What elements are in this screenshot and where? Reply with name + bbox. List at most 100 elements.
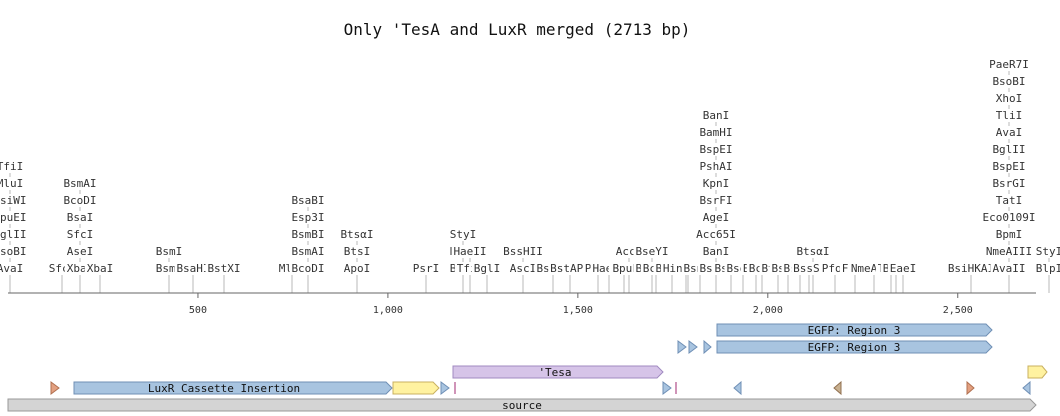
map-title: Only 'TesA and LuxR merged (2713 bp) bbox=[344, 20, 691, 39]
enzyme-label[interactable]: HaeII bbox=[453, 245, 486, 258]
enzyme-label[interactable]: BcoDI bbox=[291, 262, 324, 275]
enzyme-label-bg bbox=[341, 262, 373, 275]
enzyme-label[interactable]: Esp3I bbox=[291, 211, 324, 224]
enzyme-label[interactable]: BsiHKAI bbox=[948, 262, 994, 275]
small-arrow-icon bbox=[677, 340, 687, 354]
enzyme-label[interactable]: PsrI bbox=[413, 262, 440, 275]
enzyme-label-bg bbox=[993, 92, 1025, 105]
feature-egfp-region-3-a-arrow[interactable] bbox=[716, 323, 993, 337]
enzyme-label[interactable]: BspEI bbox=[699, 143, 732, 156]
enzyme-label-bg bbox=[700, 109, 732, 122]
enzyme-label-bg bbox=[0, 211, 29, 224]
axis-tick-label: 1,000 bbox=[373, 305, 403, 316]
small-arrow-icon bbox=[1022, 380, 1031, 396]
enzyme-label[interactable]: BtsαI bbox=[340, 228, 373, 241]
enzyme-label[interactable]: BstAPI bbox=[550, 262, 590, 275]
enzyme-label[interactable]: BsmAI bbox=[63, 177, 96, 190]
enzyme-label-bg bbox=[289, 194, 327, 207]
enzyme-label[interactable]: AgeI bbox=[703, 211, 730, 224]
enzyme-label[interactable]: AvaII bbox=[992, 262, 1025, 275]
enzyme-label[interactable]: BsrGI bbox=[992, 177, 1025, 190]
enzyme-label[interactable]: BsaBI bbox=[291, 194, 324, 207]
enzyme-label-bg bbox=[447, 228, 479, 241]
enzyme-label[interactable]: StyI bbox=[1036, 245, 1060, 258]
enzyme-label-bg bbox=[990, 160, 1028, 173]
enzyme-label[interactable]: StyI bbox=[450, 228, 477, 241]
enzyme-label-bg bbox=[990, 262, 1028, 275]
enzyme-label[interactable]: MluI bbox=[0, 177, 23, 190]
enzyme-label-bg bbox=[0, 228, 29, 241]
enzyme-label-bg bbox=[289, 262, 327, 275]
enzyme-label[interactable]: TliI bbox=[996, 109, 1023, 122]
feature-luxr-cassette-arrow[interactable] bbox=[73, 381, 393, 395]
enzyme-label-bg bbox=[289, 211, 327, 224]
enzyme-label-bg bbox=[887, 262, 919, 275]
enzyme-label[interactable]: BglII bbox=[992, 143, 1025, 156]
small-arrow-icon bbox=[662, 381, 672, 395]
enzyme-label[interactable]: BsmAI bbox=[291, 245, 324, 258]
enzyme-label-bg bbox=[990, 75, 1028, 88]
enzyme-label-bg bbox=[0, 177, 26, 190]
enzyme-label[interactable]: PaeR7I bbox=[989, 58, 1029, 71]
enzyme-label[interactable]: AvaI bbox=[996, 126, 1023, 139]
enzyme-label-bg bbox=[548, 262, 592, 275]
enzyme-label[interactable]: BpmI bbox=[996, 228, 1023, 241]
enzyme-label[interactable]: BsoBI bbox=[0, 245, 27, 258]
enzyme-label-bg bbox=[794, 245, 832, 258]
enzyme-label-bg bbox=[205, 262, 243, 275]
enzyme-label[interactable]: Eco0109I bbox=[983, 211, 1036, 224]
enzyme-label[interactable]: BlpI bbox=[1036, 262, 1060, 275]
enzyme-label[interactable]: PshAI bbox=[699, 160, 732, 173]
enzyme-label[interactable]: AscI bbox=[510, 262, 537, 275]
feature-tesa[interactable]: 'Tesa bbox=[452, 365, 664, 379]
enzyme-label[interactable]: TatI bbox=[996, 194, 1023, 207]
enzyme-label[interactable]: BsoBI bbox=[992, 75, 1025, 88]
feature-egfp-region-3-b[interactable]: EGFP: Region 3 bbox=[716, 340, 993, 354]
enzyme-label[interactable]: ApoI bbox=[344, 262, 371, 275]
enzyme-label[interactable]: Acc65I bbox=[696, 228, 736, 241]
feature-source[interactable]: source bbox=[7, 398, 1037, 412]
feature-tesa-arrow[interactable] bbox=[452, 365, 664, 379]
small-arrow-icon bbox=[966, 380, 975, 396]
enzyme-label[interactable]: XhoI bbox=[996, 92, 1023, 105]
enzyme-label[interactable]: BspEI bbox=[992, 160, 1025, 173]
enzyme-label[interactable]: NmeAIII bbox=[986, 245, 1032, 258]
enzyme-label-bg bbox=[471, 262, 503, 275]
enzyme-label[interactable]: AvaI bbox=[0, 262, 23, 275]
feature-luxr-cassette[interactable]: LuxR Cassette Insertion bbox=[73, 381, 393, 395]
enzyme-label[interactable]: TfiI bbox=[0, 160, 23, 173]
enzyme-label[interactable]: BsaI bbox=[67, 211, 94, 224]
enzyme-label[interactable]: BamHI bbox=[699, 126, 732, 139]
enzyme-label[interactable]: KpnI bbox=[703, 177, 730, 190]
enzyme-label[interactable]: BsiWI bbox=[0, 194, 27, 207]
enzyme-label[interactable]: BglI bbox=[474, 262, 501, 275]
enzyme-label-bg bbox=[61, 194, 99, 207]
feature-egfp-region-3-b-arrow[interactable] bbox=[716, 340, 993, 354]
enzyme-label[interactable]: BanI bbox=[703, 109, 730, 122]
enzyme-label[interactable]: BsaHI bbox=[176, 262, 209, 275]
enzyme-label[interactable]: BsrFI bbox=[699, 194, 732, 207]
enzyme-label[interactable]: BglII bbox=[0, 228, 27, 241]
small-arrow-icon bbox=[733, 380, 742, 396]
small-arrow-icon bbox=[703, 339, 712, 355]
feature-egfp-region-3-a[interactable]: EGFP: Region 3 bbox=[716, 323, 993, 337]
feature-source-bar[interactable] bbox=[7, 398, 1037, 412]
enzyme-label[interactable]: BstXI bbox=[207, 262, 240, 275]
enzyme-label[interactable]: BpuEI bbox=[0, 211, 27, 224]
enzyme-label[interactable]: BanI bbox=[703, 245, 730, 258]
enzyme-label[interactable]: BseYI bbox=[635, 245, 668, 258]
feature-luxr-cassette-label: LuxR Cassette Insertion bbox=[148, 382, 300, 395]
enzyme-label[interactable]: AseI bbox=[67, 245, 94, 258]
enzyme-label[interactable]: BcoDI bbox=[63, 194, 96, 207]
enzyme-label[interactable]: XbaI bbox=[87, 262, 114, 275]
enzyme-label[interactable]: EaeI bbox=[890, 262, 917, 275]
enzyme-label[interactable]: SfcI bbox=[67, 228, 94, 241]
enzyme-label[interactable]: BssHII bbox=[503, 245, 543, 258]
enzyme-label[interactable]: BsmI bbox=[156, 245, 183, 258]
enzyme-label[interactable]: BsmBI bbox=[291, 228, 324, 241]
small-arrow-icon bbox=[392, 381, 440, 395]
axis-ticks: 500 1,000 1,500 2,000 2,500 bbox=[189, 293, 973, 316]
enzyme-label[interactable]: BtsI bbox=[344, 245, 371, 258]
enzyme-label[interactable]: BtsαI bbox=[796, 245, 829, 258]
enzyme-label-bg bbox=[174, 262, 212, 275]
